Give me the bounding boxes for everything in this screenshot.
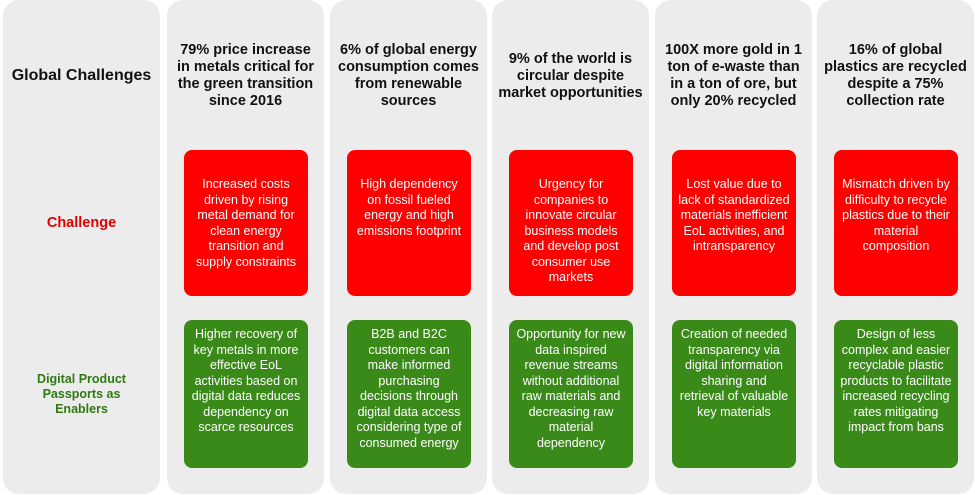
- enabler-box: B2B and B2C customers can make informed …: [347, 320, 471, 468]
- enabler-box: Creation of needed transparency via digi…: [672, 320, 796, 468]
- global-challenges-label: Global Challenges: [11, 67, 152, 84]
- enablers-row-label: Digital Product Passports as Enablers: [37, 371, 126, 416]
- column-title: 100X more gold in 1 ton of e-waste than …: [665, 42, 802, 109]
- challenge-box: Increased costs driven by rising metal d…: [184, 150, 308, 296]
- column-title: 79% price increase in metals critical fo…: [177, 42, 314, 109]
- challenge-column-energy: 6% of global energy consumption comes fr…: [330, 0, 487, 494]
- challenge-box: High dependency on fossil fueled energy …: [347, 150, 471, 296]
- column-title: 9% of the world is circular despite mark…: [498, 50, 643, 101]
- challenge-box: Lost value due to lack of standardized m…: [672, 150, 796, 296]
- enabler-box: Design of less complex and easier recycl…: [834, 320, 958, 468]
- challenge-column-ewaste: 100X more gold in 1 ton of e-waste than …: [655, 0, 812, 494]
- challenge-box: Mismatch driven by difficulty to recycle…: [834, 150, 958, 296]
- challenge-column-metals: 79% price increase in metals critical fo…: [167, 0, 324, 494]
- column-title: 6% of global energy consumption comes fr…: [338, 42, 479, 109]
- enabler-box: Opportunity for new data inspired revenu…: [509, 320, 633, 468]
- enabler-box: Higher recovery of key metals in more ef…: [184, 320, 308, 468]
- challenge-row-label: Challenge: [46, 215, 117, 231]
- challenge-column-circularity: 9% of the world is circular despite mark…: [492, 0, 649, 494]
- challenge-column-plastics: 16% of global plastics are recycled desp…: [817, 0, 974, 494]
- row-header-panel: Global Challenges Challenge Digital Prod…: [3, 0, 160, 494]
- column-title: 16% of global plastics are recycled desp…: [824, 42, 967, 109]
- challenge-box: Urgency for companies to innovate circul…: [509, 150, 633, 296]
